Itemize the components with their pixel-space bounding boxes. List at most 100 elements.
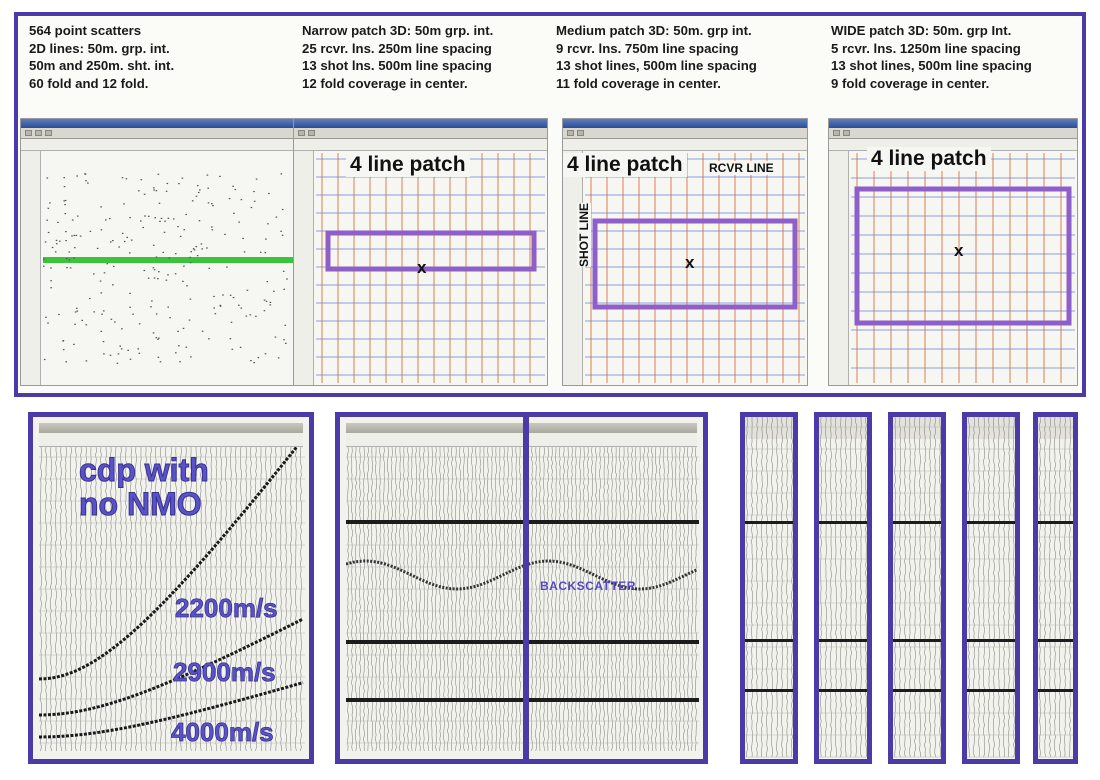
- scatter-point: [138, 190, 140, 192]
- seismic-trace: [470, 447, 474, 752]
- seismic-trace: [894, 417, 897, 757]
- scatter-point: [49, 202, 51, 204]
- seismic-trace: [379, 447, 382, 752]
- seismic-trace: [534, 447, 538, 752]
- toolbar-icon[interactable]: [843, 130, 850, 136]
- trace-strip: [888, 412, 946, 764]
- scatter-point: [282, 270, 285, 272]
- scatter-point: [250, 206, 253, 209]
- scatter-point: [137, 348, 139, 350]
- seismic-trace: [1058, 417, 1062, 757]
- flat-reflector: [819, 689, 867, 692]
- window-toolbar: [21, 128, 295, 139]
- scatter-point: [157, 278, 159, 280]
- scatter-point: [116, 362, 119, 364]
- seismic-trace: [562, 447, 566, 752]
- toolbar-icon[interactable]: [577, 130, 584, 136]
- seismic-trace: [670, 447, 674, 752]
- seismic-trace: [1048, 417, 1052, 758]
- toolbar-icon[interactable]: [25, 130, 32, 136]
- scatter-point: [230, 321, 233, 323]
- scatter-point: [196, 185, 199, 187]
- scatter-point: [123, 240, 126, 243]
- scatter-point: [73, 234, 76, 237]
- scatter-point: [201, 330, 204, 332]
- seismic-trace: [829, 417, 833, 758]
- scatter-point: [264, 353, 267, 355]
- scatter-point: [127, 349, 129, 351]
- seismic-trace: [538, 447, 542, 751]
- scatter-point: [159, 361, 162, 363]
- scatter-point: [186, 285, 188, 287]
- seismic-trace: [59, 447, 63, 752]
- scatter-point: [50, 267, 52, 269]
- seismic-trace: [1068, 417, 1072, 758]
- strip-header: [967, 417, 1015, 439]
- scatter-point: [129, 292, 131, 294]
- scatter-point: [112, 265, 115, 267]
- backscatter-label: BACKSCATTER: [540, 579, 636, 593]
- scatter-point: [242, 237, 244, 239]
- seismic-trace: [638, 447, 641, 751]
- strip-traces: [745, 417, 793, 758]
- scatter-point: [65, 240, 67, 242]
- scatter-point: [229, 338, 232, 340]
- toolbar-icon[interactable]: [833, 130, 840, 136]
- scatter-point: [154, 217, 156, 219]
- scatter-point: [201, 248, 203, 250]
- seismic-trace: [746, 417, 749, 757]
- flat-reflector: [893, 639, 941, 642]
- scatter-point: [219, 305, 222, 307]
- seismic-trace: [606, 447, 610, 752]
- scatter-point: [189, 262, 192, 264]
- scatter-point: [175, 253, 177, 255]
- seismic-trace: [928, 417, 932, 758]
- scatter-point: [175, 352, 177, 354]
- toolbar-icon[interactable]: [35, 130, 42, 136]
- toolbar-icon[interactable]: [45, 130, 52, 136]
- scatter-point: [189, 298, 192, 300]
- scatter-point: [152, 267, 155, 269]
- scatter-point: [238, 221, 240, 223]
- seismic-trace: [169, 447, 173, 752]
- scatter-point: [232, 297, 235, 299]
- scatter-point: [143, 269, 146, 272]
- panel-wide-patch: 4 line patch x: [828, 118, 1078, 386]
- scatter-point: [233, 212, 235, 214]
- scatter-point: [71, 235, 73, 237]
- toolbar-icon[interactable]: [308, 130, 315, 136]
- scatter-point: [208, 267, 211, 269]
- scatter-point: [219, 175, 221, 177]
- scatter-point: [285, 342, 287, 344]
- scatter-point: [106, 263, 108, 265]
- seismic-trace: [1012, 417, 1015, 758]
- seismic-trace: [109, 447, 113, 752]
- scatter-point: [43, 258, 45, 260]
- velocity-label-2200: 2200m/s: [175, 593, 278, 624]
- patch-outline: [854, 186, 1072, 326]
- seismic-trace: [434, 447, 438, 752]
- scatter-point: [81, 319, 83, 321]
- flat-reflector: [1038, 639, 1073, 642]
- scatter-point: [100, 330, 103, 332]
- scatter-point: [68, 251, 71, 253]
- flat-reflector: [1038, 689, 1073, 692]
- scatter-point: [177, 330, 179, 332]
- scatter-point: [263, 310, 266, 312]
- toolbar-icon[interactable]: [567, 130, 574, 136]
- scatter-point: [164, 220, 166, 222]
- scatter-point: [51, 246, 54, 249]
- window-titlebar: [829, 119, 1077, 128]
- window-toolbar: [563, 128, 807, 139]
- scatter-point: [140, 220, 142, 222]
- scatter-point: [44, 241, 47, 243]
- scatter-point: [259, 251, 262, 253]
- seismic-trace: [1063, 417, 1067, 758]
- seismic-trace: [770, 417, 774, 758]
- toolbar-icon[interactable]: [298, 130, 305, 136]
- seismic-trace: [1038, 417, 1042, 758]
- scatter-point: [121, 328, 123, 330]
- scatter-point: [211, 229, 214, 231]
- seismic-trace: [99, 447, 103, 752]
- scatter-point: [64, 213, 67, 215]
